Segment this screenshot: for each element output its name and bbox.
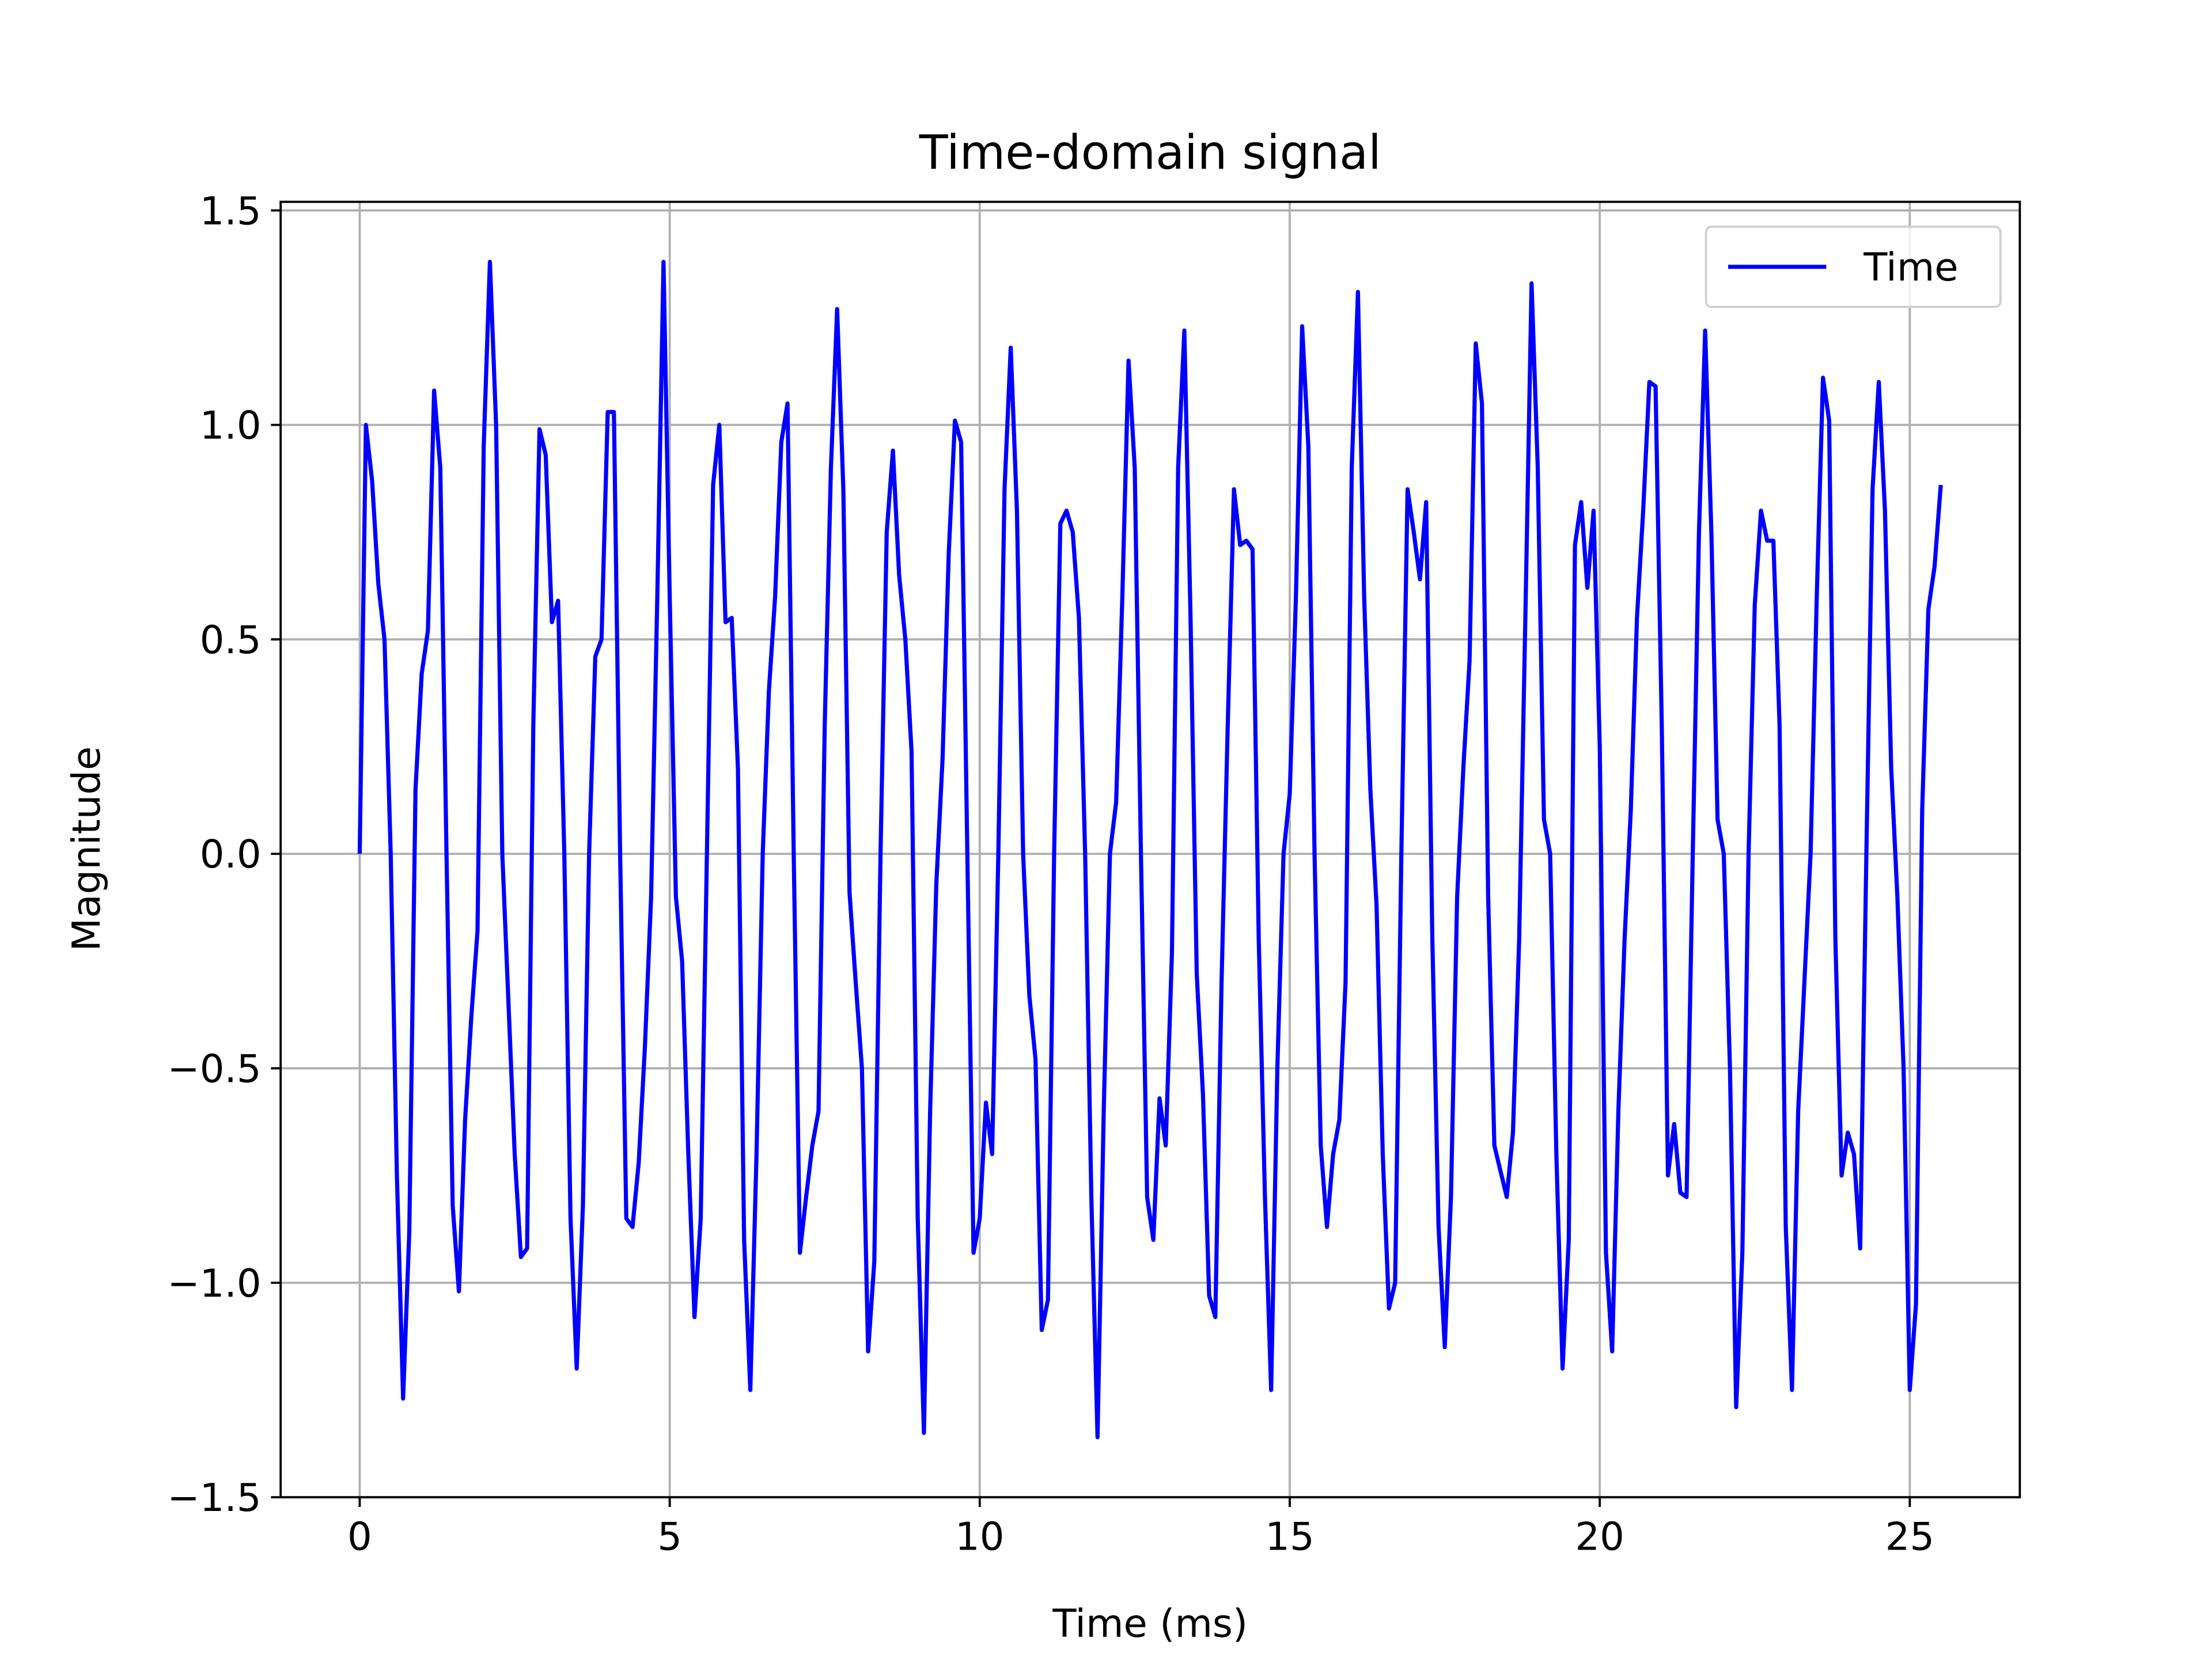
- y-tick-label: 1.0: [200, 403, 262, 448]
- y-tick-label: −0.5: [167, 1047, 261, 1092]
- y-axis-label: Magnitude: [64, 747, 109, 952]
- x-tick-label: 5: [657, 1514, 682, 1559]
- chart-title: Time-domain signal: [919, 126, 1381, 180]
- y-tick-label: 1.5: [200, 188, 262, 233]
- x-tick-label: 25: [1885, 1514, 1935, 1559]
- x-tick-label: 0: [347, 1514, 372, 1559]
- data-line: [357, 260, 1943, 1440]
- legend: Time: [1705, 225, 2002, 308]
- y-tick-label: 0.0: [200, 832, 262, 877]
- legend-box: [1705, 225, 2002, 308]
- y-tick-label: −1.0: [167, 1261, 261, 1306]
- y-tick-label: 0.5: [200, 618, 262, 662]
- plot-frame: [279, 200, 2021, 1499]
- y-tick-label: −1.5: [167, 1475, 261, 1520]
- x-tick-label: 15: [1265, 1514, 1315, 1559]
- x-axis-label: Time (ms): [1052, 1601, 1248, 1646]
- legend-label: Time: [1863, 245, 1958, 290]
- x-tick-label: 10: [955, 1514, 1005, 1559]
- x-tick-label: 20: [1575, 1514, 1624, 1559]
